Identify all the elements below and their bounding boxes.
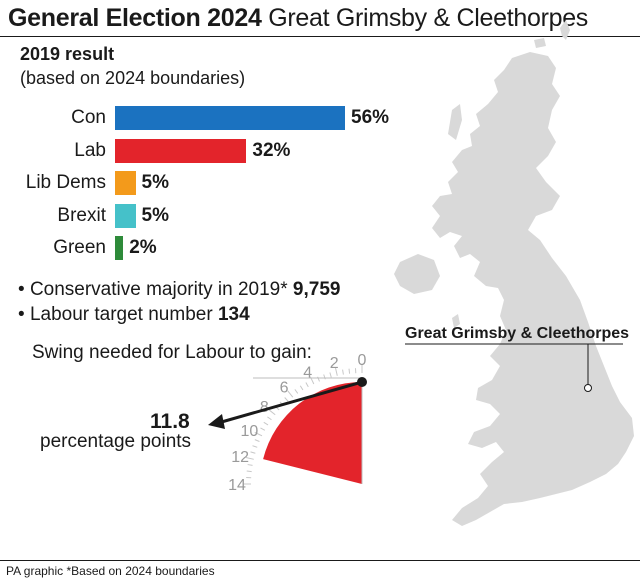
- gauge-tick: [323, 374, 326, 380]
- gauge-tick: [267, 416, 272, 421]
- orkney-shape: [534, 38, 546, 48]
- gauge-tick: [284, 397, 289, 402]
- bar: [115, 106, 345, 130]
- bar-value-label: 2%: [129, 237, 157, 258]
- gauge-tick: [245, 457, 254, 460]
- footer-rule: [0, 560, 640, 561]
- bar: [115, 203, 136, 228]
- majority-fact: • Conservative majority in 2019* 9,759: [18, 279, 340, 301]
- gauge-tick-label: 0: [358, 352, 367, 369]
- gauge-tick-label: 12: [231, 449, 249, 466]
- bar-label: Green: [53, 237, 106, 258]
- target-fact: • Labour target number 134: [18, 304, 250, 326]
- great-britain-shape: [432, 52, 634, 526]
- gauge-tick-label: 4: [303, 364, 312, 381]
- swing-unit: percentage points: [40, 431, 192, 452]
- bar: [115, 171, 136, 195]
- bullet-icon: •: [18, 279, 25, 300]
- shetland-shape: [560, 20, 570, 40]
- map-constituency-label: Great Grimsby & Cleethorpes: [405, 325, 630, 342]
- gauge-tick-label: 8: [260, 399, 269, 416]
- gauge-tick: [305, 382, 309, 388]
- bar: [115, 138, 247, 163]
- majority-value: 9,759: [292, 279, 341, 300]
- gauge-tick: [252, 445, 258, 448]
- result-subheading: (based on 2024 boundaries): [20, 68, 246, 88]
- gauge-tick: [287, 390, 294, 398]
- bar-value-label: 32%: [252, 139, 291, 161]
- gauge-tick: [250, 451, 256, 454]
- gauge-fill: [263, 382, 362, 484]
- footer-note: PA graphic *Based on 2024 boundaries: [6, 564, 215, 578]
- bar: [115, 236, 124, 260]
- gauge-pivot: [357, 377, 367, 387]
- gauge-tick: [299, 385, 304, 391]
- gauge-tick: [247, 464, 253, 466]
- gauge-tick: [246, 470, 252, 473]
- bar-label: Brexit: [57, 204, 106, 226]
- gauge-tick-label: 6: [280, 379, 289, 396]
- swing-value: 11.8: [150, 410, 190, 433]
- bar-label: Lib Dems: [25, 172, 106, 193]
- gauge-tick: [329, 372, 332, 378]
- hebrides-shape: [448, 104, 462, 140]
- gauge-needle: [217, 380, 363, 425]
- title-rule: [0, 36, 640, 37]
- gauge-tick: [260, 427, 266, 431]
- gauge-tick: [348, 368, 351, 374]
- majority-label: Conservative majority in 2019*: [29, 279, 288, 300]
- bar-label: Con: [71, 107, 106, 128]
- bar-value-label: 56%: [351, 107, 390, 128]
- isle-of-man-shape: [452, 314, 460, 328]
- page-title: General Election 2024 Great Grimsby & Cl…: [8, 4, 588, 33]
- needle-arrowhead: [208, 414, 225, 429]
- gauge-tick: [254, 431, 263, 437]
- swing-title: Swing needed for Labour to gain:: [32, 342, 312, 363]
- gauge-tick: [335, 367, 338, 376]
- gauge-tick-label: 2: [330, 355, 339, 372]
- target-label: Labour target number: [29, 304, 213, 325]
- gauge-tick: [254, 439, 260, 442]
- northern-ireland-shape: [394, 254, 440, 294]
- gauge-tick: [263, 421, 269, 426]
- title-constituency: Great Grimsby & Cleethorpes: [268, 4, 589, 32]
- uk-map: [394, 20, 634, 526]
- gauge-tick: [342, 369, 344, 375]
- gauge-tick-label: 10: [240, 423, 258, 440]
- bar-value-label: 5%: [141, 172, 169, 193]
- result-heading: 2019 result: [20, 44, 115, 64]
- constituency-marker: [584, 384, 592, 392]
- bar-label: Lab: [74, 139, 106, 161]
- bullet-icon: •: [18, 304, 25, 325]
- gauge-tick-label: 14: [228, 477, 246, 494]
- bar-value-label: 5%: [141, 204, 169, 226]
- target-value: 134: [217, 304, 250, 325]
- title-bold: General Election 2024: [8, 4, 262, 32]
- gauge-tick: [294, 389, 299, 394]
- gauge-tick: [268, 409, 276, 416]
